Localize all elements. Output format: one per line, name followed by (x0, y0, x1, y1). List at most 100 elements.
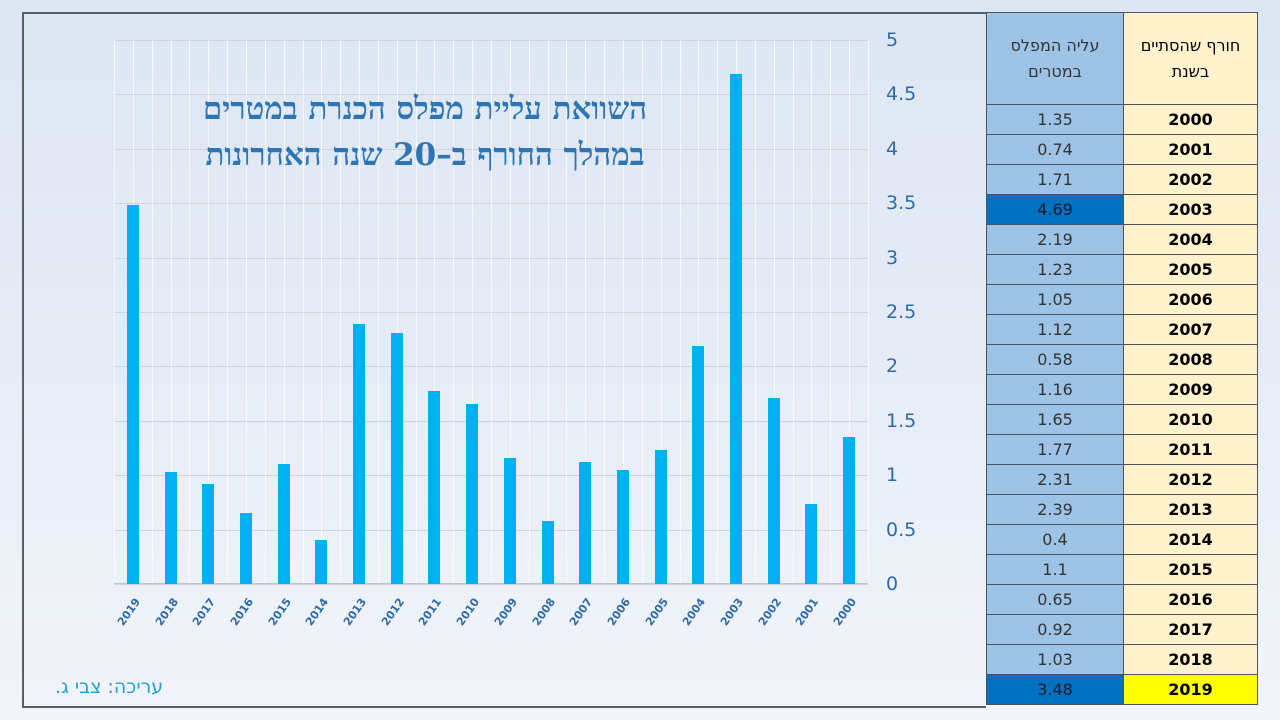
cell-value: 0.74 (986, 134, 1124, 165)
bar-2016 (239, 513, 252, 584)
y-tick-label: 1 (886, 464, 899, 487)
table-row: 1.35 2000 (986, 104, 1258, 135)
data-table: עליה המפלס במטרים חורף שהסתיים בשנת 1.35… (986, 12, 1258, 705)
gridline-vertical (151, 40, 153, 584)
y-tick-label: 0 (886, 573, 899, 595)
gridline-vertical (491, 40, 492, 584)
bar-2009 (503, 457, 516, 584)
cell-year: 2006 (1123, 284, 1258, 315)
y-tick-label: 1.5 (886, 409, 917, 432)
table-row: 0.74 2001 (986, 134, 1258, 165)
y-tick-label: 4 (886, 137, 899, 160)
cell-year: 2004 (1123, 224, 1258, 255)
cell-value: 0.58 (986, 344, 1124, 375)
cell-value: 1.71 (986, 164, 1124, 195)
gridline-vertical (396, 40, 398, 584)
bar-2018 (164, 471, 177, 584)
bar-2002 (767, 397, 780, 584)
table-row: 1.16 2009 (986, 374, 1258, 405)
table-row: 4.69 2003 (986, 194, 1258, 225)
gridline-vertical (566, 40, 568, 584)
bar-2007 (579, 462, 592, 584)
bar-2017 (202, 483, 215, 584)
chart-title: השוואת עליית מפלס הכנרת במטרים במהלך החו… (150, 86, 700, 178)
y-tick-label: 0.5 (886, 518, 917, 541)
y-tick-label: 2 (886, 355, 899, 378)
gridline-vertical (114, 40, 115, 584)
gridline-vertical (208, 40, 210, 584)
cell-year: 2013 (1123, 494, 1258, 525)
table-row: 2.39 2013 (986, 494, 1258, 525)
gridline-vertical (868, 40, 869, 584)
cell-year: 2011 (1123, 434, 1258, 465)
bar-2014 (315, 540, 328, 584)
cell-year: 2005 (1123, 254, 1258, 285)
cell-year: 2008 (1123, 344, 1258, 375)
bar-2010 (466, 404, 479, 584)
gridline-vertical (622, 40, 624, 584)
table-row: 2.31 2012 (986, 464, 1258, 495)
gridline-vertical (679, 40, 681, 584)
cell-year: 2015 (1123, 554, 1258, 585)
table-header-row: עליה המפלס במטרים חורף שהסתיים בשנת (986, 12, 1258, 105)
gridline-vertical (660, 40, 662, 584)
table-row: 2.19 2004 (986, 224, 1258, 255)
bar-2005 (654, 450, 667, 584)
gridline-vertical (717, 40, 719, 584)
cell-year: 2009 (1123, 374, 1258, 405)
cell-value: 1.77 (986, 434, 1124, 465)
table-row: 1.65 2010 (986, 404, 1258, 435)
bar-2003 (730, 73, 743, 584)
bar-2012 (390, 332, 403, 584)
gridline-vertical (453, 40, 455, 584)
cell-year: 2014 (1123, 524, 1258, 555)
table-row: 3.48 2019 (986, 674, 1258, 705)
table-row: 1.12 2007 (986, 314, 1258, 345)
cell-value: 2.31 (986, 464, 1124, 495)
cell-value: 0.92 (986, 614, 1124, 645)
gridline-vertical (264, 40, 266, 584)
cell-year: 2016 (1123, 584, 1258, 615)
gridline-vertical (641, 40, 643, 584)
y-tick-label: 5 (886, 29, 899, 51)
gridline-vertical (245, 40, 247, 584)
gridline-vertical (547, 40, 549, 584)
gridline-vertical (340, 40, 342, 584)
cell-value: 1.35 (986, 104, 1124, 135)
y-tick-label: 3.5 (886, 192, 917, 215)
gridline-vertical (754, 40, 756, 584)
bar-2006 (616, 469, 629, 584)
y-tick-label: 2.5 (886, 301, 917, 323)
cell-year: 2000 (1123, 104, 1258, 135)
chart-frame (22, 12, 986, 708)
bar-2001 (805, 503, 818, 584)
plot-area (114, 40, 869, 585)
x-axis-line (114, 583, 868, 584)
cell-value: 2.39 (986, 494, 1124, 525)
bar-2015 (277, 464, 290, 584)
y-tick-label: 4.5 (886, 83, 917, 106)
gridline-vertical (830, 40, 832, 584)
gridline-vertical (377, 40, 379, 584)
cell-year: 2002 (1123, 164, 1258, 195)
gridline-vertical (359, 40, 361, 584)
bar-2019 (126, 205, 139, 584)
bar-2011 (428, 391, 441, 584)
cell-value: 1.03 (986, 644, 1124, 675)
cell-value: 1.65 (986, 404, 1124, 435)
credit-text: עריכה: צבי ג. (55, 676, 164, 698)
header-year: חורף שהסתיים בשנת (1123, 12, 1258, 105)
cell-year: 2010 (1123, 404, 1258, 435)
bar-2013 (353, 323, 366, 584)
table-row: 1.1 2015 (986, 554, 1258, 585)
cell-value: 1.12 (986, 314, 1124, 345)
cell-value: 1.1 (986, 554, 1124, 585)
gridline-vertical (227, 40, 229, 584)
cell-year: 2019 (1123, 674, 1258, 705)
bar-2000 (843, 437, 856, 584)
cell-value: 2.19 (986, 224, 1124, 255)
y-tick-label: 3 (886, 246, 899, 269)
cell-year: 2018 (1123, 644, 1258, 675)
gridline-vertical (792, 40, 794, 584)
cell-year: 2012 (1123, 464, 1258, 495)
